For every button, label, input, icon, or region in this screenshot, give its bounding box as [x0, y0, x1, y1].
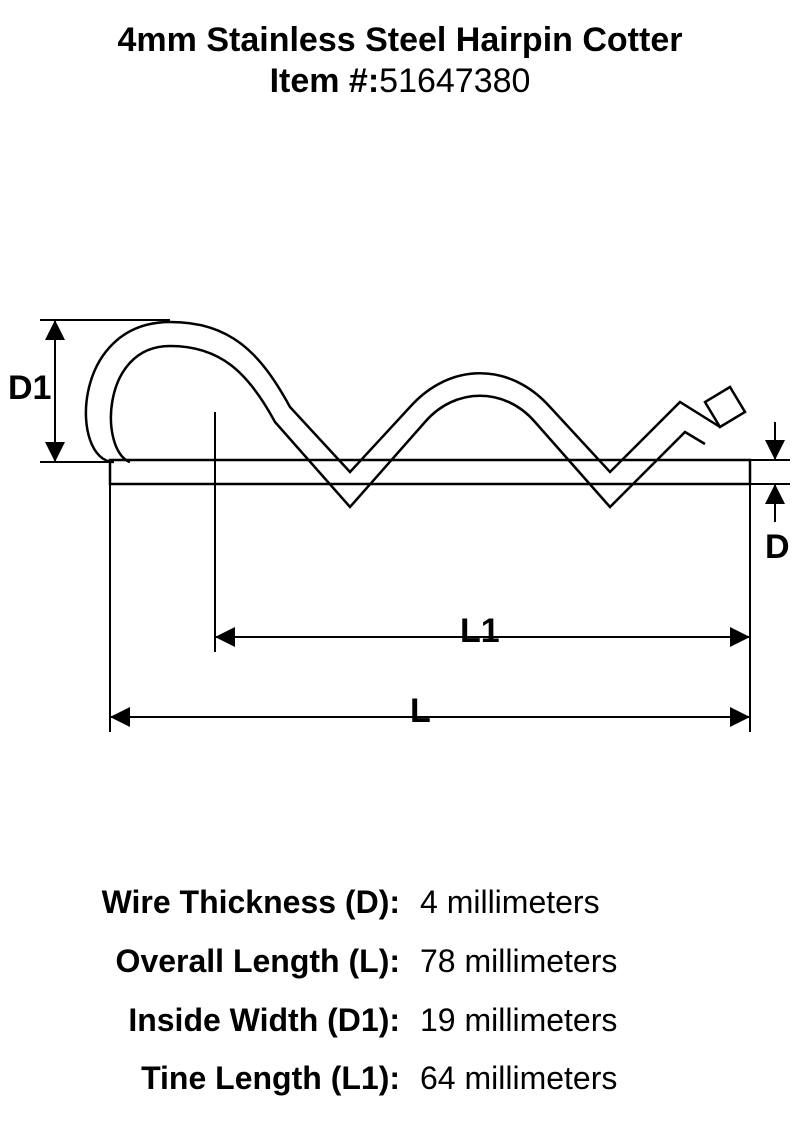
spec-value: 4 millimeters [420, 880, 600, 925]
item-label: Item #: [270, 62, 380, 100]
spec-row: Overall Length (L): 78 millimeters [50, 939, 750, 984]
product-title: 4mm Stainless Steel Hairpin Cotter [0, 20, 800, 61]
label-d: D [765, 528, 790, 567]
specs-table: Wire Thickness (D): 4 millimeters Overal… [50, 880, 750, 1115]
spec-value: 64 millimeters [420, 1056, 617, 1101]
spec-row: Inside Width (D1): 19 millimeters [50, 998, 750, 1043]
cotter-diagram [0, 162, 800, 782]
spec-label: Tine Length (L1): [50, 1056, 420, 1101]
spec-row: Tine Length (L1): 64 millimeters [50, 1056, 750, 1101]
spec-value: 78 millimeters [420, 939, 617, 984]
header: 4mm Stainless Steel Hairpin Cotter Item … [0, 0, 800, 102]
spec-row: Wire Thickness (D): 4 millimeters [50, 880, 750, 925]
label-l1: L1 [460, 612, 500, 651]
spec-value: 19 millimeters [420, 998, 617, 1043]
spec-label: Wire Thickness (D): [50, 880, 420, 925]
item-number: 51647380 [379, 62, 530, 100]
label-d1: D1 [8, 369, 51, 408]
spec-label: Overall Length (L): [50, 939, 420, 984]
item-line: Item #:51647380 [0, 61, 800, 102]
label-l: L [410, 692, 431, 731]
spec-label: Inside Width (D1): [50, 998, 420, 1043]
diagram-area: D1 D L1 L [0, 162, 800, 782]
